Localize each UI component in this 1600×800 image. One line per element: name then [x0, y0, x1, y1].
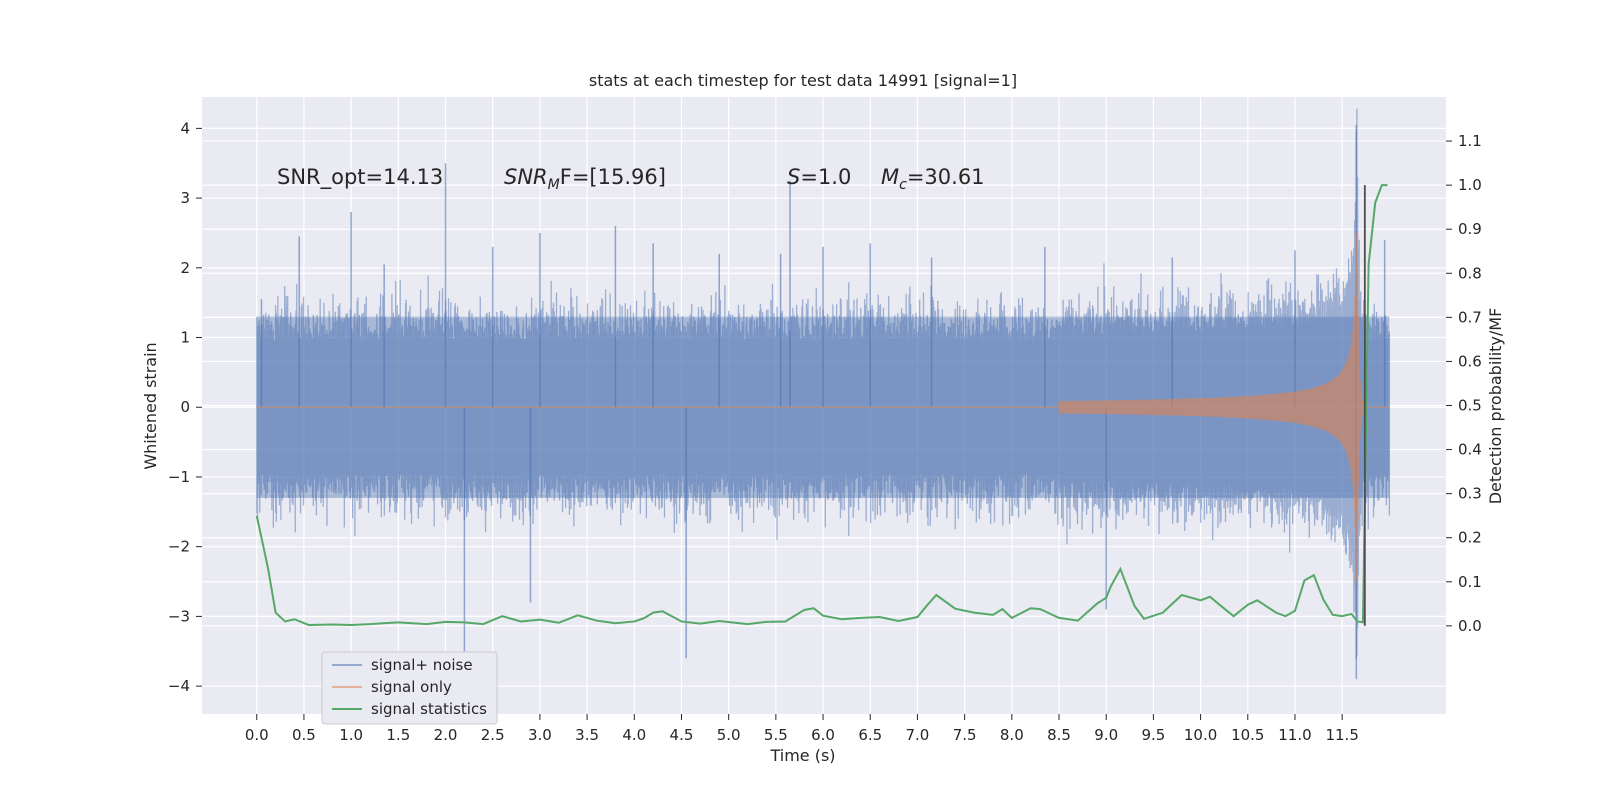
y-left-tick-label: 3 — [180, 189, 190, 207]
y-left-tick-label: −3 — [168, 607, 190, 625]
y-right-tick-label: 0.6 — [1458, 352, 1482, 370]
annotation-mc-sub: c — [899, 177, 907, 193]
x-tick-label: 3.5 — [575, 726, 599, 744]
x-tick-label: 1.0 — [339, 726, 363, 744]
signal-only-trace — [256, 232, 1390, 582]
x-tick-label: 5.5 — [764, 726, 788, 744]
x-tick-label: 0.0 — [245, 726, 269, 744]
x-tick-label: 7.5 — [953, 726, 977, 744]
y-right-axis-ticks: 0.0 0.1 0.2 0.3 0.4 0.5 0.6 0.7 0.8 0.9 1.0 1.1 — [1446, 132, 1482, 635]
y-right-tick-label: 1.0 — [1458, 176, 1482, 194]
y-left-tick-label: 2 — [180, 259, 190, 277]
y-right-tick-label: 0.4 — [1458, 441, 1482, 459]
legend-label-signal-noise: signal+ noise — [371, 656, 473, 674]
annotation-snr-mf: SNRMF=[15.96] — [504, 165, 666, 193]
y-right-tick-label: 0.7 — [1458, 308, 1482, 326]
annotation-mc-tail: =30.61 — [907, 165, 985, 189]
x-tick-label: 2.0 — [434, 726, 458, 744]
x-tick-label: 9.0 — [1094, 726, 1118, 744]
y-right-tick-label: 1.1 — [1458, 132, 1482, 150]
annotation-snr-opt: SNR_opt=14.13 — [277, 165, 443, 190]
annotations: SNR_opt=14.13 SNRMF=[15.96] S=1.0 Mc=30.… — [277, 165, 985, 193]
y-left-tick-label: 4 — [180, 119, 190, 137]
x-tick-label: 2.5 — [481, 726, 505, 744]
signal-statistics-trace — [255, 184, 1388, 626]
annotation-mc-main: M — [881, 165, 899, 189]
y-left-tick-label: −2 — [168, 538, 190, 556]
x-tick-label: 8.0 — [1000, 726, 1024, 744]
y-right-axis-label: Detection probability/MF — [1486, 308, 1505, 505]
chart-title: stats at each timestep for test data 149… — [589, 71, 1017, 90]
x-tick-label: 10.5 — [1231, 726, 1264, 744]
y-left-tick-label: 1 — [180, 329, 190, 347]
annotation-mc: Mc=30.61 — [881, 165, 985, 193]
x-tick-label: 7.0 — [906, 726, 930, 744]
series-signal-statistics — [255, 184, 1388, 626]
x-tick-label: 11.0 — [1278, 726, 1311, 744]
y-right-tick-label: 0.2 — [1458, 529, 1482, 547]
x-tick-label: 9.5 — [1141, 726, 1165, 744]
x-tick-label: 6.5 — [858, 726, 882, 744]
annotation-snr-mf-main: SNR — [504, 165, 548, 189]
x-tick-label: 0.5 — [292, 726, 316, 744]
legend-box — [321, 651, 498, 725]
x-tick-label: 6.0 — [811, 726, 835, 744]
legend-label-signal-only: signal only — [371, 678, 452, 696]
annotation-s-tail: =1.0 — [800, 165, 851, 189]
x-tick-label: 3.0 — [528, 726, 552, 744]
x-tick-label: 11.5 — [1325, 726, 1358, 744]
legend: signal+ noise signal only signal statist… — [321, 651, 498, 725]
x-axis-ticks: 0.0 0.5 1.0 1.5 2.0 2.5 3.0 3.5 4.0 4.5 5.0 5.5 6.0 6… — [245, 714, 1359, 744]
y-right-tick-label: 0.3 — [1458, 485, 1482, 503]
y-right-tick-label: 0.1 — [1458, 573, 1482, 591]
y-left-tick-label: −4 — [168, 677, 190, 695]
annotation-snr-mf-tail: F=[15.96] — [560, 165, 666, 189]
x-tick-label: 4.0 — [622, 726, 646, 744]
y-right-tick-label: 0.5 — [1458, 397, 1482, 415]
y-left-tick-label: 0 — [180, 398, 190, 416]
x-axis-label: Time (s) — [769, 746, 835, 765]
y-right-tick-label: 0.0 — [1458, 617, 1482, 635]
y-left-axis-ticks: −4 −3 −2 −1 0 1 2 3 4 — [168, 119, 202, 695]
x-tick-label: 5.0 — [717, 726, 741, 744]
y-right-tick-label: 0.8 — [1458, 264, 1482, 282]
x-tick-label: 10.0 — [1184, 726, 1217, 744]
series-signal-only — [256, 232, 1390, 582]
annotation-snr-mf-sub: M — [548, 177, 560, 193]
y-left-axis-label: Whitened strain — [141, 342, 160, 469]
y-right-tick-label: 0.9 — [1458, 220, 1482, 238]
legend-label-signal-statistics: signal statistics — [371, 700, 487, 718]
y-left-tick-label: −1 — [168, 468, 190, 486]
x-tick-label: 8.5 — [1047, 726, 1071, 744]
x-tick-label: 4.5 — [670, 726, 694, 744]
annotation-s-main: S — [787, 165, 800, 189]
annotation-s: S=1.0 — [787, 165, 851, 189]
x-tick-label: 1.5 — [386, 726, 410, 744]
